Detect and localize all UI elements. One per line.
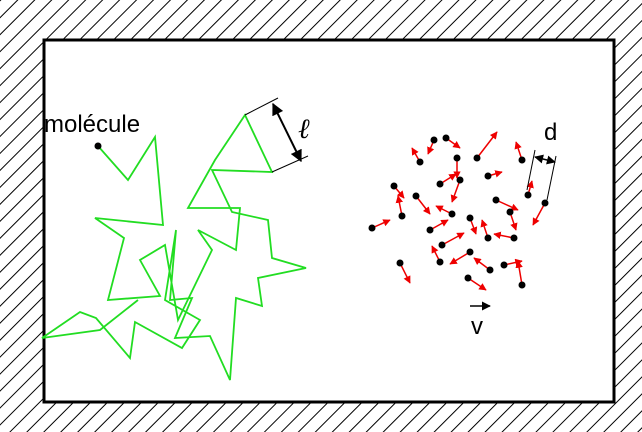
gas-molecule [519,157,526,164]
gas-molecule [454,155,461,162]
gas-molecule [439,242,446,249]
diameter-label: d [544,119,557,146]
gas-molecule [501,262,508,269]
diagram: molécule ℓ d v [0,0,642,432]
gas-molecule [519,282,526,289]
gas-molecule [457,177,464,184]
gas-molecule [485,173,492,180]
gas-molecule [437,181,444,188]
gas-molecule [443,135,450,142]
gas-molecule [369,225,376,232]
gas-molecule [525,192,532,199]
gas-molecule [542,200,549,207]
gas-molecule [397,260,404,267]
gas-molecule [437,259,444,266]
molecule-label: molécule [44,111,140,138]
gas-molecule [449,211,456,218]
gas-molecule [487,267,494,274]
gas-molecule [427,227,434,234]
gas-molecule [467,215,474,222]
gas-molecule [413,193,420,200]
gas-molecule [417,159,424,166]
velocity-label: v [471,313,483,340]
gas-molecule [465,275,472,282]
gas-molecule [493,197,500,204]
gas-molecule [391,183,398,190]
gas-molecule [507,209,514,216]
gas-molecule [399,213,406,220]
gas-molecule [485,235,492,242]
mean-free-path-label: ℓ [298,112,310,145]
gas-molecule [431,137,438,144]
gas-molecule [511,235,518,242]
gas-molecule [474,155,481,162]
gas-molecule [467,249,474,256]
molecule-dot [95,143,102,150]
